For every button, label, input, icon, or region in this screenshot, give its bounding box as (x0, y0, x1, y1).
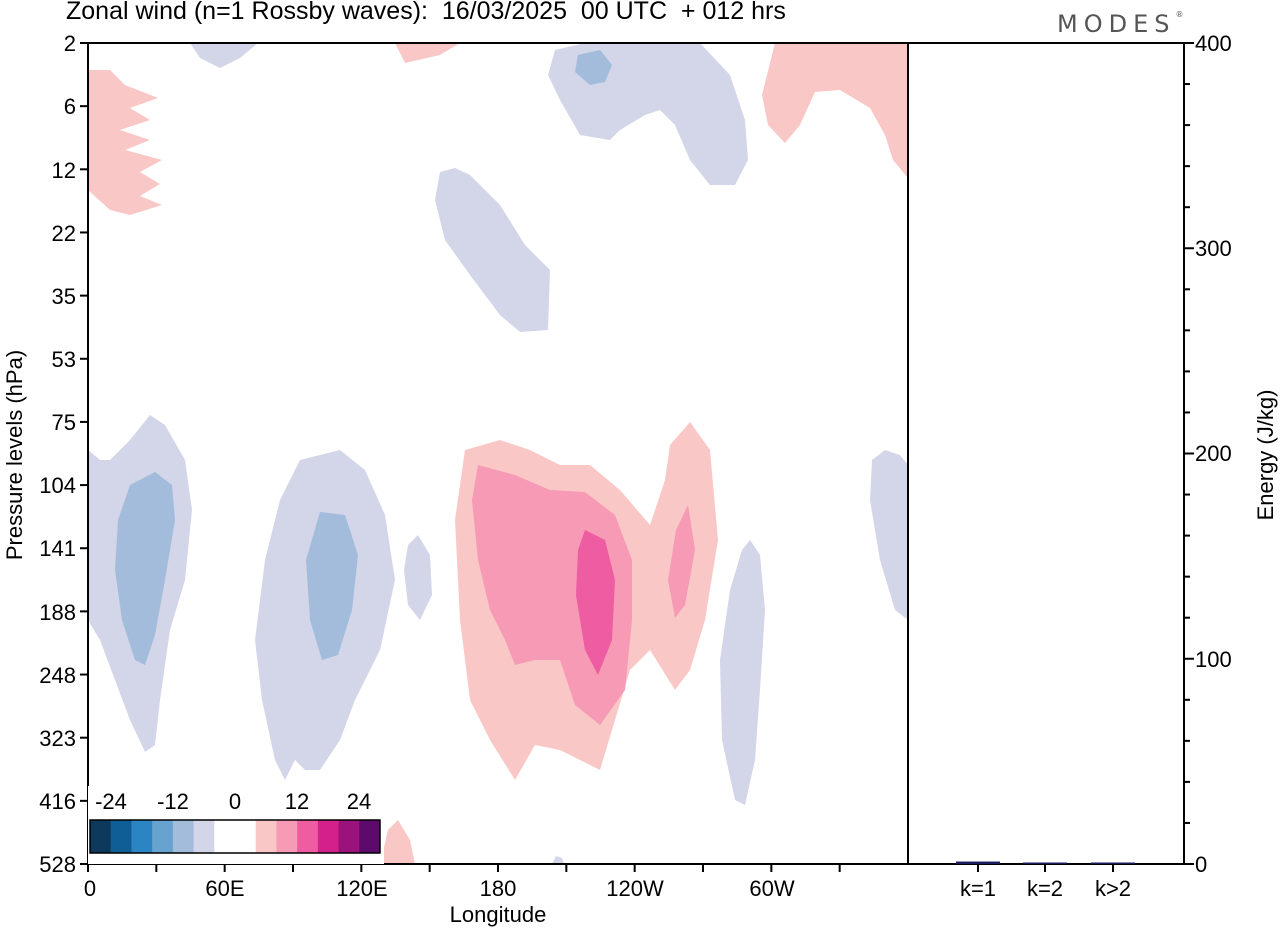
contour-negative-left-inner (115, 472, 175, 665)
contour-negative-small (404, 535, 432, 620)
colorbar-frame (89, 819, 381, 854)
energy-axis-ticks (1184, 42, 1194, 865)
y-tick-label: 104 (39, 473, 76, 498)
longitude-axis-ticks (87, 864, 841, 872)
contour-positive-main-24 (576, 530, 615, 675)
y-tick-label: 528 (39, 852, 76, 877)
contour-negative-bottom-dot (552, 856, 564, 864)
contour-negative-right-mid (720, 540, 765, 805)
energy-bars (956, 861, 1135, 872)
colorbar-cell (90, 820, 112, 853)
contour-negative-top-center-inner (575, 50, 612, 85)
colorbar-cell (193, 820, 215, 853)
colorbar: -24 -12 0 12 24 (88, 786, 384, 864)
y-tick-label: 35 (52, 284, 76, 309)
y-tick-label: 188 (39, 600, 76, 625)
energy-bar (956, 861, 1000, 864)
colorbar-cell (235, 820, 257, 853)
energy-tick-label: 100 (1195, 647, 1232, 672)
brand-text: MODES (1057, 10, 1176, 38)
contour-negative-center-left-inner (306, 512, 358, 660)
energy-plot-frame (907, 42, 1185, 865)
contour-negative-top-left (190, 43, 258, 68)
y-tick-label: 141 (39, 536, 76, 561)
colorbar-cell (276, 820, 298, 853)
contour-negative-right-edge (870, 450, 908, 620)
bar-category-label: k>2 (1095, 876, 1131, 901)
energy-tick-label: 0 (1195, 852, 1207, 877)
registered-mark-icon: ® (1175, 10, 1184, 19)
bar-category-label: k=1 (960, 876, 996, 901)
colorbar-tick-label: 0 (229, 789, 241, 814)
contour-negative-upper-mid (435, 168, 550, 332)
y-tick-label: 248 (39, 663, 76, 688)
colorbar-cell (152, 820, 174, 853)
x-tick-label: 120W (606, 876, 664, 901)
x-tick-label: 60E (205, 876, 244, 901)
colorbar-tick-label: -12 (157, 789, 189, 814)
energy-tick-label: 200 (1195, 441, 1232, 466)
y-axis-label: Pressure levels (hPa) (2, 350, 27, 560)
contour-positive-top-mid (395, 43, 460, 63)
colorbar-tick-label: 24 (347, 789, 371, 814)
x-tick-label: 0 (84, 876, 96, 901)
colorbar-tick-label: -24 (95, 789, 127, 814)
y-tick-label: 75 (52, 410, 76, 435)
colorbar-cell (297, 820, 319, 853)
x-axis-label: Longitude (450, 902, 547, 927)
colorbar-cell (131, 820, 153, 853)
colorbar-cell (317, 820, 340, 853)
y-tick-label: 6 (64, 94, 76, 119)
y-tick-label: 12 (52, 158, 76, 183)
contour-fills (88, 43, 908, 864)
y-tick-label: 323 (39, 726, 76, 751)
energy-tick-label: 400 (1195, 31, 1232, 56)
contour-positive-upper-left (88, 70, 162, 215)
colorbar-cell (359, 820, 381, 853)
pressure-axis-ticks (80, 42, 88, 865)
y-tick-label: 22 (52, 221, 76, 246)
contour-positive-bottom (380, 820, 415, 864)
colorbar-cell (110, 820, 132, 853)
contour-positive-upper-right (762, 43, 908, 178)
energy-tick-label: 300 (1195, 236, 1232, 261)
colorbar-cell (255, 820, 277, 853)
energy-bar (1023, 862, 1067, 864)
contour-positive-side-18 (668, 505, 695, 618)
energy-bar (1091, 862, 1135, 864)
chart-title: Zonal wind (n=1 Rossby waves): 16/03/202… (66, 0, 786, 25)
bar-category-label: k=2 (1027, 876, 1063, 901)
brand-logo: MODES® (1057, 10, 1183, 38)
x-tick-label: 180 (480, 876, 517, 901)
colorbar-cell (338, 820, 360, 853)
y-tick-label: 2 (64, 31, 76, 56)
energy-axis-label: Energy (J/kg) (1253, 390, 1278, 521)
x-tick-label: 120E (336, 876, 387, 901)
y-tick-label: 53 (52, 347, 76, 372)
colorbar-cell (172, 820, 195, 853)
x-tick-label: 60W (749, 876, 794, 901)
colorbar-cell (214, 820, 236, 853)
colorbar-tick-label: 12 (285, 789, 309, 814)
y-tick-label: 416 (39, 789, 76, 814)
